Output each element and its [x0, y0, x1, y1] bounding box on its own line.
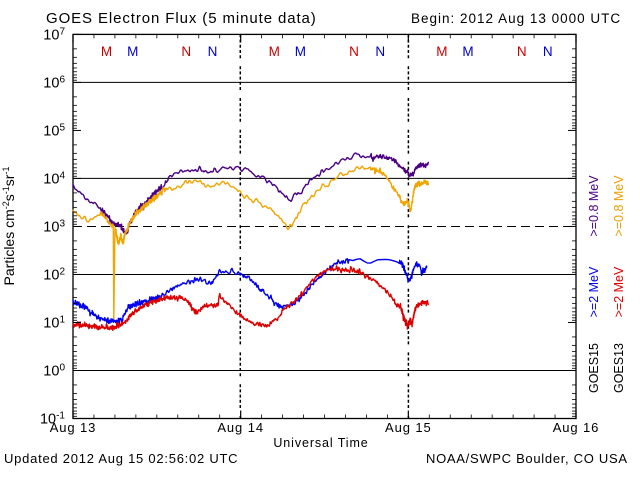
svg-text:N: N: [181, 44, 191, 59]
svg-text:Updated 2012 Aug 15 02:56:02 U: Updated 2012 Aug 15 02:56:02 UTC: [4, 451, 238, 466]
svg-text:M: M: [269, 44, 280, 59]
svg-text:102: 102: [43, 267, 65, 284]
svg-text:Aug 13: Aug 13: [50, 420, 97, 435]
svg-text:104: 104: [43, 171, 65, 188]
svg-text:Aug 14: Aug 14: [217, 420, 264, 435]
svg-text:M: M: [127, 44, 138, 59]
svg-text:GOES Electron Flux (5 minute d: GOES Electron Flux (5 minute data): [46, 10, 317, 27]
svg-text:N: N: [375, 44, 385, 59]
svg-text:>=0.8 MeV: >=0.8 MeV: [612, 175, 626, 237]
svg-text:>=0.8 MeV: >=0.8 MeV: [587, 175, 601, 237]
svg-text:103: 103: [43, 219, 65, 236]
svg-text:N: N: [543, 44, 553, 59]
svg-text:105: 105: [43, 123, 65, 140]
svg-text:>=2 MeV: >=2 MeV: [612, 266, 626, 317]
svg-text:N: N: [208, 44, 218, 59]
svg-text:NOAA/SWPC Boulder, CO USA: NOAA/SWPC Boulder, CO USA: [426, 451, 628, 466]
svg-text:100: 100: [43, 363, 65, 380]
svg-text:>=2 MeV: >=2 MeV: [587, 266, 601, 317]
svg-text:N: N: [349, 44, 359, 59]
svg-text:M: M: [436, 44, 447, 59]
svg-text:GOES13: GOES13: [612, 343, 626, 393]
svg-text:Aug 16: Aug 16: [553, 420, 600, 435]
svg-text:M: M: [462, 44, 473, 59]
svg-text:M: M: [295, 44, 306, 59]
svg-text:Aug 15: Aug 15: [385, 420, 432, 435]
svg-text:GOES15: GOES15: [587, 343, 601, 393]
svg-text:106: 106: [43, 75, 65, 92]
svg-text:N: N: [517, 44, 527, 59]
svg-text:Begin: 2012 Aug 13 0000 UTC: Begin: 2012 Aug 13 0000 UTC: [411, 11, 621, 26]
svg-text:Particles cm-2s-1sr-1: Particles cm-2s-1sr-1: [1, 167, 17, 286]
svg-text:107: 107: [43, 27, 65, 44]
svg-text:Universal Time: Universal Time: [273, 436, 368, 450]
svg-text:M: M: [101, 44, 112, 59]
svg-text:101: 101: [43, 315, 65, 332]
